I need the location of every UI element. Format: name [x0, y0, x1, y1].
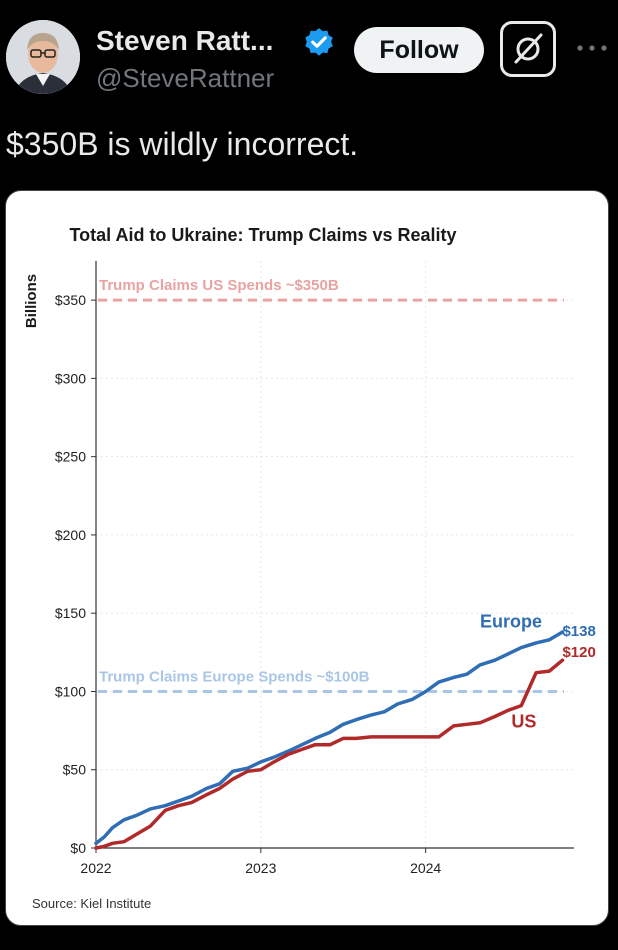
follow-button[interactable]: Follow — [354, 27, 484, 73]
avatar[interactable] — [6, 20, 80, 94]
y-tick-label: $250 — [55, 449, 86, 465]
y-tick-label: $100 — [55, 683, 86, 699]
avatar-photo — [6, 20, 80, 94]
series-name-label: US — [511, 711, 536, 731]
series-end-value: $138 — [562, 623, 595, 640]
author-name[interactable]: Steven Ratt... — [96, 25, 274, 56]
grok-icon — [514, 33, 543, 64]
tweet-text: $350B is wildly incorrect. — [6, 126, 359, 162]
y-tick-label: $0 — [70, 840, 86, 856]
x-tick-label: 2022 — [80, 860, 111, 876]
y-tick-label: $300 — [55, 370, 86, 386]
chart-source: Source: Kiel Institute — [32, 896, 151, 911]
y-tick-label: $50 — [63, 762, 87, 778]
grok-button[interactable] — [500, 21, 556, 77]
series-name-label: Europe — [480, 611, 542, 631]
reference-line-label: Trump Claims Europe Spends ~$100B — [99, 668, 370, 685]
y-tick-label: $150 — [55, 605, 86, 621]
reference-line-label: Trump Claims US Spends ~$350B — [99, 277, 339, 294]
tweet-image[interactable]: Total Aid to Ukraine: Trump Claims vs Re… — [5, 190, 609, 926]
author-handle[interactable]: @SteveRattner — [96, 63, 275, 93]
chart: Total Aid to Ukraine: Trump Claims vs Re… — [23, 225, 596, 911]
series-end-value: $120 — [562, 644, 595, 661]
series-line-europe — [94, 630, 565, 846]
verified-badge-icon — [305, 28, 333, 56]
y-axis-label: Billions — [23, 274, 40, 328]
x-tick-label: 2024 — [410, 860, 441, 876]
y-tick-label: $200 — [55, 527, 86, 543]
more-options-icon[interactable] — [574, 30, 610, 60]
x-tick-label: 2023 — [245, 860, 276, 876]
y-tick-label: $350 — [55, 292, 86, 308]
chart-title: Total Aid to Ukraine: Trump Claims vs Re… — [69, 225, 456, 245]
series-line-us — [94, 658, 565, 850]
